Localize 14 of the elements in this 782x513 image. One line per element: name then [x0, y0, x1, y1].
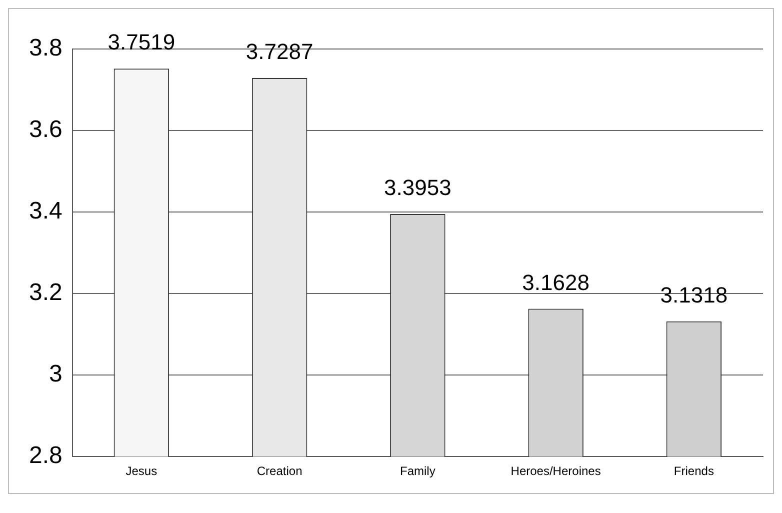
x-tick-label: Heroes/Heroines [510, 464, 601, 478]
x-tick-label: Family [400, 464, 436, 478]
data-label: 3.1628 [522, 270, 590, 295]
y-tick-label: 3.4 [28, 198, 62, 225]
y-tick-label: 3.6 [28, 116, 62, 144]
x-tick-label: Jesus [126, 464, 158, 478]
y-tick-label: 3 [49, 360, 62, 388]
data-label: 3.7519 [108, 30, 176, 55]
y-tick-label: 3.8 [28, 34, 62, 62]
data-label: 3.3953 [384, 175, 452, 200]
y-tick-label: 3.2 [28, 279, 62, 306]
y-tick-label: 2.8 [28, 442, 62, 470]
x-tick-label: Friends [674, 464, 714, 478]
x-tick-label: Creation [256, 464, 302, 478]
